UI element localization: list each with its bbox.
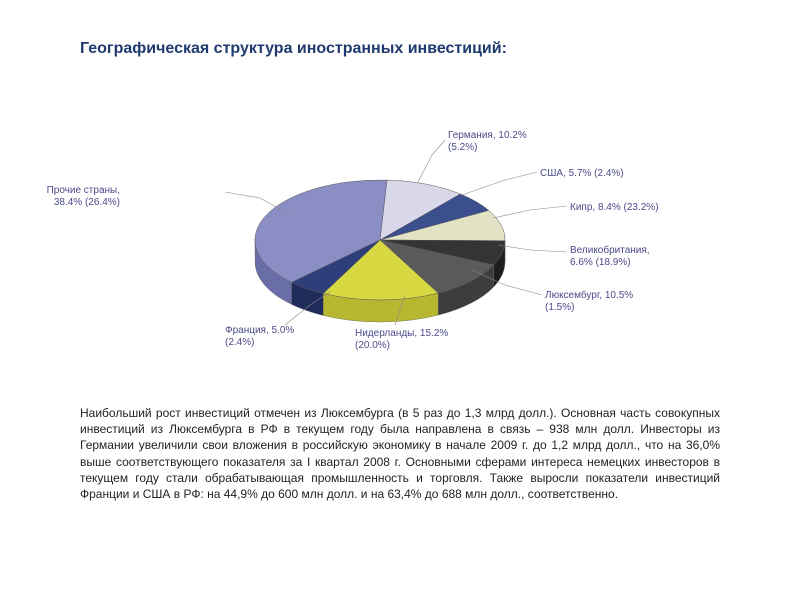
pie-label: Нидерланды, 15.2%(20.0%) [355, 328, 448, 352]
pie-label: Люксембург, 10.5%(1.5%) [545, 290, 633, 314]
pie-label-line1: Кипр, 8.4% (23.2%) [570, 202, 659, 213]
pie-label-line2: (20.0%) [355, 340, 448, 352]
pie-label: Великобритания,6.6% (18.9%) [570, 245, 650, 269]
pie-svg [0, 100, 800, 360]
pie-label: Прочие страны,38.4% (26.4%) [47, 185, 120, 209]
leader-line [493, 206, 567, 218]
pie-label-line2: (5.2%) [448, 142, 527, 154]
pie-label-line2: 38.4% (26.4%) [47, 197, 120, 209]
pie-label-line1: Великобритания, [570, 245, 650, 256]
pie-label-line1: Прочие страны, [47, 185, 120, 196]
pie-chart: Прочие страны,38.4% (26.4%) Германия, 10.… [0, 100, 800, 360]
leader-line [498, 245, 567, 252]
pie-label-line2: (1.5%) [545, 302, 633, 314]
pie-label-line2: (2.4%) [225, 337, 294, 349]
pie-label: США, 5.7% (2.4%) [540, 168, 624, 180]
pie-label: Германия, 10.2%(5.2%) [448, 130, 527, 154]
leader-line [418, 140, 445, 182]
pie-label-line1: Люксембург, 10.5% [545, 290, 633, 301]
pie-label: Кипр, 8.4% (23.2%) [570, 202, 659, 214]
page-title: Географическая структура иностранных инв… [80, 40, 507, 58]
pie-label-line1: Франция, 5.0% [225, 325, 294, 336]
pie-label-line2: 6.6% (18.9%) [570, 257, 650, 269]
body-paragraph: Наибольший рост инвестиций отмечен из Лю… [80, 405, 720, 502]
pie-label-line1: Нидерланды, 15.2% [355, 328, 448, 339]
leader-line [462, 172, 537, 195]
pie-label-line1: Германия, 10.2% [448, 130, 527, 141]
pie-label: Франция, 5.0%(2.4%) [225, 325, 294, 349]
pie-label-line1: США, 5.7% (2.4%) [540, 168, 624, 179]
